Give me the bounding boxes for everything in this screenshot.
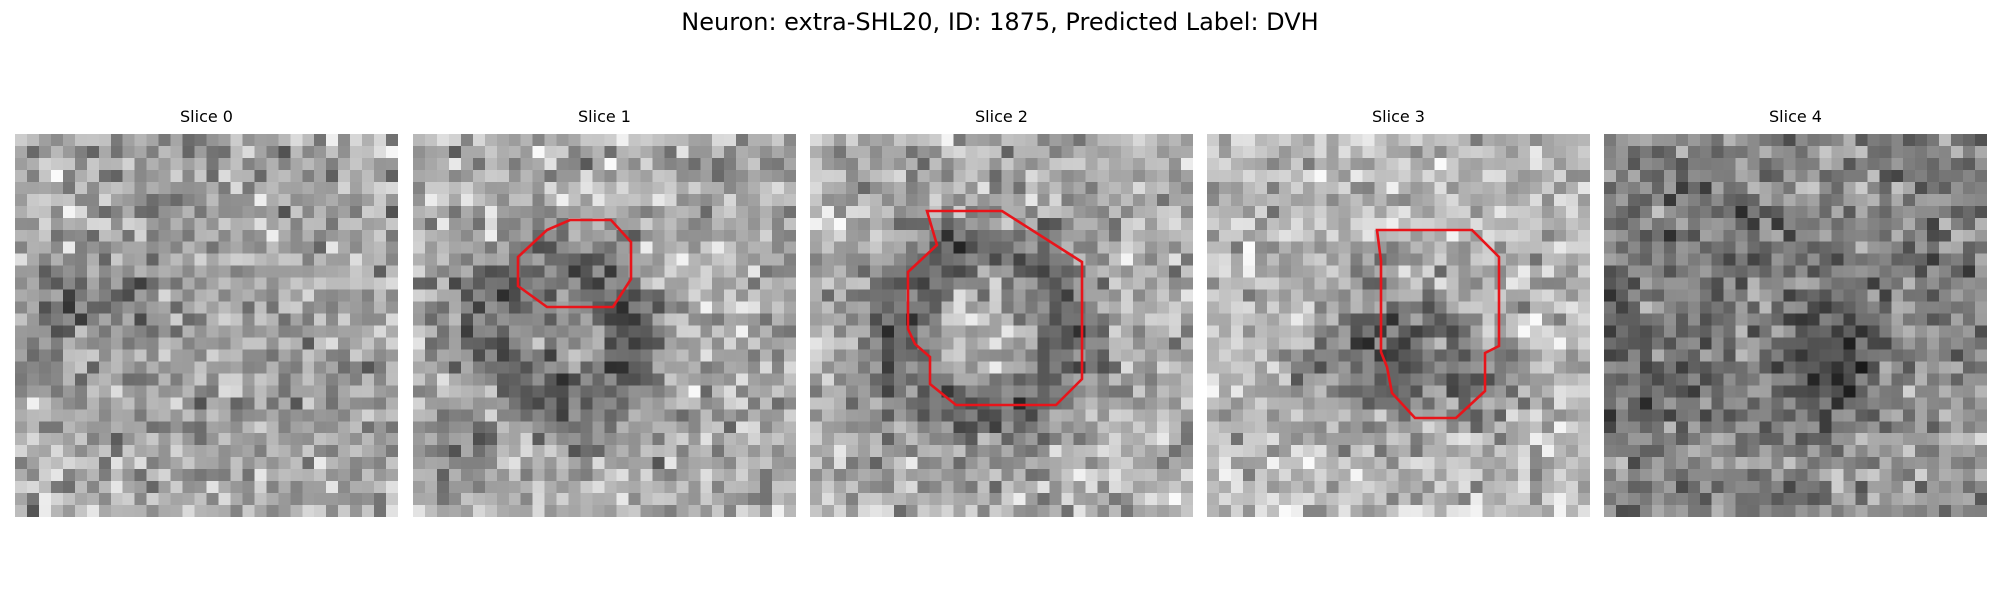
- slice-title: Slice 4: [1769, 107, 1822, 126]
- slice-image: [810, 134, 1193, 517]
- slice-title: Slice 2: [975, 107, 1028, 126]
- slice-image: [1604, 134, 1987, 517]
- roi-outline: [1375, 228, 1501, 420]
- slice-panel-2: Slice 2: [810, 106, 1193, 517]
- slice-title: Slice 3: [1372, 107, 1425, 126]
- roi-outline: [516, 218, 633, 309]
- slice-panel-0: Slice 0: [15, 106, 398, 517]
- slice-title: Slice 1: [578, 107, 631, 126]
- roi-overlay: [1375, 228, 1501, 420]
- slice-image: [15, 134, 398, 517]
- slice-image: [1207, 134, 1590, 517]
- slice-panel-4: Slice 4: [1604, 106, 1987, 517]
- figure-title: Neuron: extra-SHL20, ID: 1875, Predicted…: [681, 8, 1319, 36]
- slice-panel-3: Slice 3: [1207, 106, 1590, 517]
- slice-panel-1: Slice 1: [413, 106, 796, 517]
- slice-image: [413, 134, 796, 517]
- roi-outline: [906, 209, 1084, 407]
- slice-title: Slice 0: [180, 107, 233, 126]
- roi-overlay: [516, 218, 633, 309]
- roi-overlay: [906, 209, 1084, 407]
